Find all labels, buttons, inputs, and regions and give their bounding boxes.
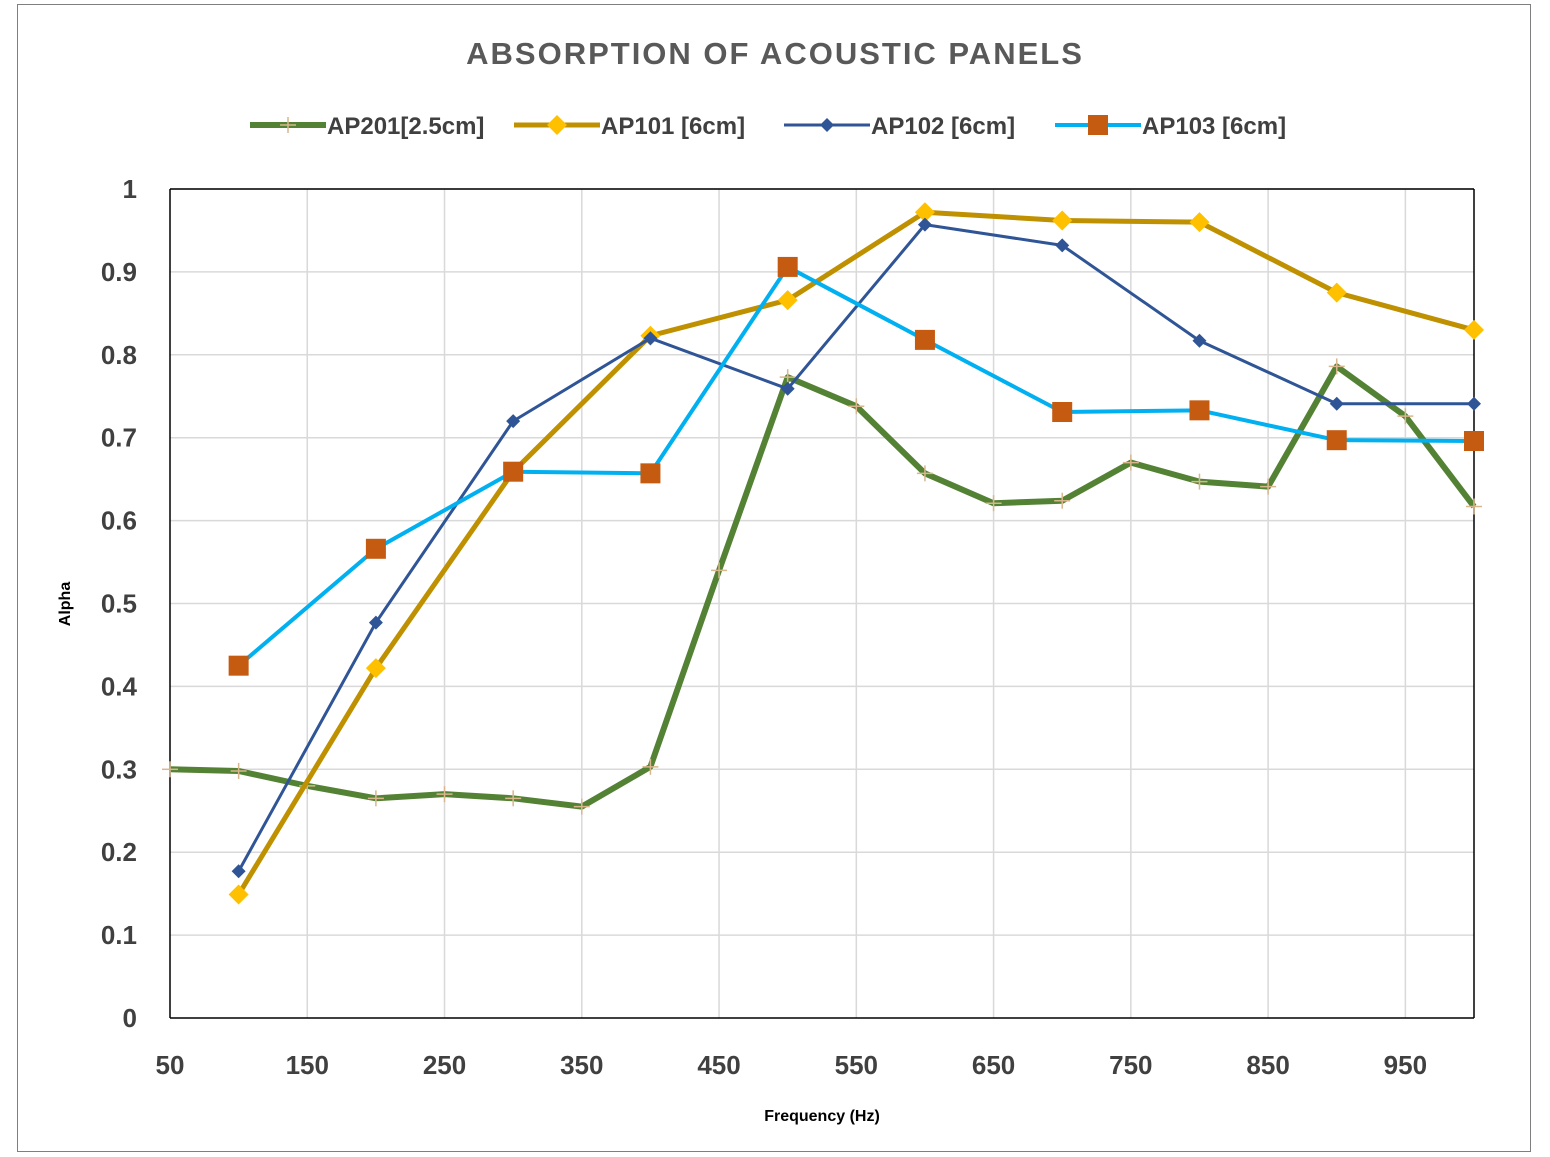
ap201-marker bbox=[280, 117, 296, 133]
ap102-marker bbox=[917, 217, 932, 232]
ap102-marker bbox=[1329, 396, 1344, 411]
legend-item-ap101: AP101 [6cm] bbox=[514, 113, 745, 140]
ap201-marker bbox=[1122, 454, 1139, 471]
ap101-marker bbox=[1052, 210, 1073, 231]
y-tick-label: 0.1 bbox=[101, 920, 137, 950]
y-tick-label: 0.8 bbox=[101, 340, 137, 370]
x-tick-label: 850 bbox=[1246, 1050, 1289, 1080]
ap103-marker bbox=[365, 538, 386, 559]
legend-label: AP101 [6cm] bbox=[601, 113, 745, 140]
ap201-marker bbox=[505, 790, 522, 807]
ap103-marker bbox=[1088, 115, 1108, 135]
legend: AP201[2.5cm] AP101 [6cm] AP102 [6cm] AP103 … bbox=[250, 113, 1286, 140]
legend-item-ap201: AP201[2.5cm] bbox=[250, 113, 484, 140]
ap103-series bbox=[228, 256, 1484, 676]
ap103-marker bbox=[503, 461, 524, 482]
ap201-marker bbox=[230, 762, 247, 779]
x-tick-label: 350 bbox=[560, 1050, 603, 1080]
ap101-line bbox=[236, 209, 1475, 896]
legend-label: AP103 [6cm] bbox=[1142, 113, 1286, 140]
ap102-marker bbox=[1467, 396, 1481, 411]
y-tick-label: 1 bbox=[123, 174, 137, 204]
legend-item-ap103: AP103 [6cm] bbox=[1055, 113, 1286, 140]
series-layer bbox=[162, 202, 1484, 905]
y-tick-label: 0 bbox=[123, 1003, 137, 1033]
ap201-marker bbox=[162, 761, 178, 778]
y-tick-label: 0.2 bbox=[101, 837, 137, 867]
ap103-marker bbox=[1189, 400, 1210, 421]
ap101-marker bbox=[1464, 319, 1484, 340]
x-tick-label: 250 bbox=[423, 1050, 466, 1080]
x-tick-label: 550 bbox=[835, 1050, 878, 1080]
y-tick-label: 0.6 bbox=[101, 506, 137, 536]
x-tick-label: 750 bbox=[1109, 1050, 1152, 1080]
x-tick-label: 50 bbox=[156, 1050, 185, 1080]
ap102-marker bbox=[368, 615, 383, 630]
ap201-series bbox=[162, 358, 1482, 815]
legend-item-ap102: AP102 [6cm] bbox=[784, 113, 1015, 140]
ap201-line bbox=[169, 363, 1477, 810]
ap201-marker bbox=[985, 495, 1002, 512]
grid-layer bbox=[170, 188, 1474, 1018]
y-tick-label: 0.3 bbox=[101, 754, 137, 784]
ap101-marker bbox=[228, 884, 249, 905]
ap201-marker bbox=[1397, 408, 1414, 425]
ap103-marker bbox=[1326, 430, 1347, 451]
ap101-marker bbox=[547, 115, 567, 135]
ap101-marker bbox=[914, 202, 935, 223]
ap102-marker bbox=[1055, 238, 1070, 253]
ap101-marker bbox=[365, 658, 386, 679]
y-tick-label: 0.9 bbox=[101, 257, 137, 287]
ap201-marker bbox=[1054, 492, 1071, 509]
chart-title: ABSORPTION OF ACOUSTIC PANELS bbox=[466, 36, 1084, 71]
ap103-line bbox=[237, 264, 1475, 668]
ap102-marker bbox=[820, 118, 834, 132]
chart-frame bbox=[17, 4, 1531, 1152]
ap201-marker bbox=[916, 465, 933, 482]
ap201-marker bbox=[1260, 478, 1277, 495]
ap102-marker bbox=[643, 331, 658, 346]
ap201-marker bbox=[367, 790, 384, 807]
ap102-marker bbox=[1192, 333, 1207, 348]
ap201-marker bbox=[1191, 473, 1208, 490]
ap201-marker bbox=[1466, 498, 1482, 515]
ap102-marker bbox=[506, 414, 521, 429]
ap101-marker bbox=[777, 290, 798, 311]
ap103-marker bbox=[777, 256, 798, 277]
ap201-marker bbox=[642, 758, 659, 775]
x-tick-label: 450 bbox=[697, 1050, 740, 1080]
y-axis-title: Alpha bbox=[57, 582, 74, 627]
legend-label: AP201[2.5cm] bbox=[327, 113, 484, 140]
legend-label: AP102 [6cm] bbox=[871, 113, 1015, 140]
ap201-marker bbox=[1328, 358, 1345, 375]
y-tick-label: 0.4 bbox=[101, 671, 138, 701]
ap103-marker bbox=[1464, 431, 1484, 452]
ap102-marker bbox=[231, 864, 246, 879]
y-tick-label: 0.5 bbox=[101, 589, 137, 619]
ap103-marker bbox=[228, 655, 249, 676]
y-tick-label: 0.7 bbox=[101, 423, 137, 453]
ap201-marker bbox=[573, 798, 590, 815]
ap102-line bbox=[237, 223, 1474, 872]
ap101-marker bbox=[1189, 212, 1210, 233]
ap103-marker bbox=[1052, 402, 1073, 423]
x-axis-title: Frequency (Hz) bbox=[764, 1108, 880, 1125]
ap201-marker bbox=[711, 562, 728, 579]
x-tick-label: 950 bbox=[1384, 1050, 1427, 1080]
x-tick-label: 150 bbox=[286, 1050, 329, 1080]
ap103-marker bbox=[914, 329, 935, 350]
ap103-marker bbox=[640, 463, 661, 484]
ap201-marker bbox=[848, 398, 865, 415]
x-tick-label: 650 bbox=[972, 1050, 1015, 1080]
ap102-marker bbox=[780, 381, 795, 396]
ap201-marker bbox=[436, 786, 453, 803]
ap102-series bbox=[231, 217, 1481, 879]
ap101-marker bbox=[1326, 282, 1347, 303]
